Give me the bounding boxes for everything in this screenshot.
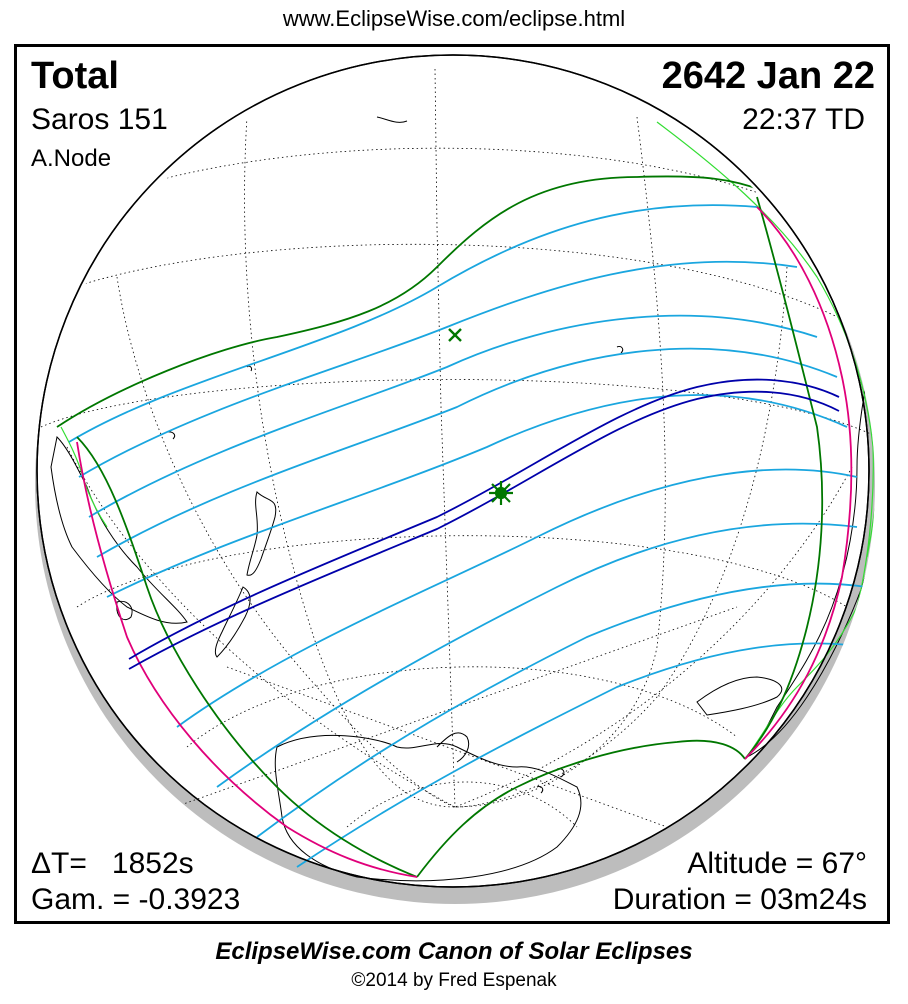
pacific-islands bbox=[166, 116, 624, 440]
rise-set-curves bbox=[76, 206, 853, 878]
tierra-del-fuego bbox=[696, 676, 783, 716]
totality-duration: Duration = 03m24s bbox=[612, 883, 867, 916]
path-south-limit bbox=[128, 390, 840, 670]
orbital-node: A.Node bbox=[31, 145, 112, 172]
eclipse-time: 22:37 TD bbox=[742, 103, 865, 136]
penumbral-limits bbox=[56, 175, 824, 878]
western-rise-curve-green bbox=[76, 436, 418, 878]
globe-content bbox=[40, 68, 875, 882]
copyright-notice: ©2014 by Fred Espenak bbox=[351, 970, 557, 991]
eclipse-map-panel: Total Saros 151 A.Node 2642 Jan 22 22:37… bbox=[14, 44, 890, 924]
canon-title: EclipseWise.com Canon of Solar Eclipses bbox=[215, 938, 693, 965]
southern-limit bbox=[416, 739, 746, 878]
source-url: www.EclipseWise.com/eclipse.html bbox=[282, 6, 626, 31]
eclipse-type: Total bbox=[31, 55, 119, 97]
subsolar-point-marker bbox=[448, 328, 462, 342]
new-zealand-north bbox=[246, 491, 277, 576]
northern-limit bbox=[56, 175, 778, 428]
saros-number: Saros 151 bbox=[31, 103, 168, 136]
isochrones bbox=[68, 204, 868, 868]
eclipse-date: 2642 Jan 22 bbox=[661, 55, 875, 97]
path-north-limit bbox=[128, 378, 840, 660]
delta-t: ΔT= 1852s bbox=[31, 847, 194, 880]
greatest-eclipse-marker bbox=[489, 481, 513, 505]
eastern-set-curve-green bbox=[744, 196, 824, 760]
central-path bbox=[128, 378, 840, 670]
sun-altitude: Altitude = 67° bbox=[687, 847, 867, 880]
globe-map bbox=[35, 54, 875, 904]
antarctica bbox=[274, 734, 582, 882]
tasmania bbox=[116, 600, 133, 621]
gamma-value: Gam. = -0.3923 bbox=[31, 883, 241, 916]
antarctic-peninsula bbox=[436, 732, 470, 763]
